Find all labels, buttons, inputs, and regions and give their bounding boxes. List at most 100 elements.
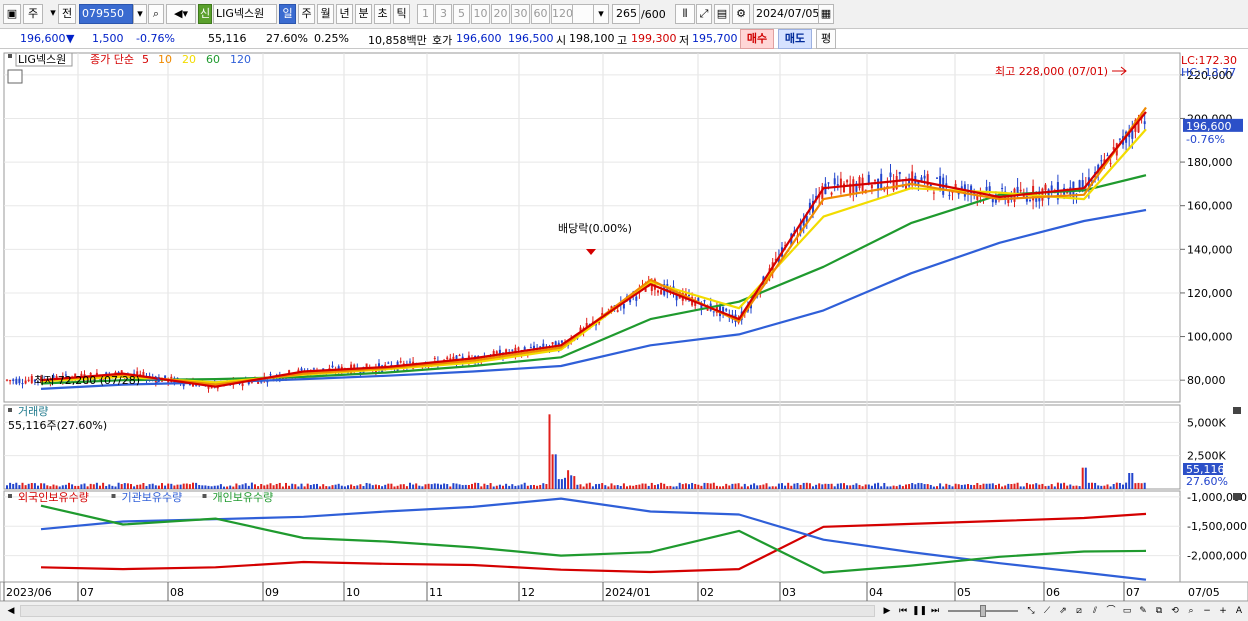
tool-trend-icon[interactable]: ⇗: [1059, 606, 1067, 616]
tool-rect-icon[interactable]: ▭: [1122, 606, 1132, 616]
pause-icon[interactable]: ❚❚: [912, 606, 928, 616]
volume-bar: [461, 485, 464, 489]
volume-bar: [529, 485, 532, 489]
code-dropdown-icon[interactable]: ▾: [133, 4, 147, 24]
volume-bar: [182, 483, 185, 489]
volume-bar: [784, 485, 787, 489]
volume-bar: [898, 484, 901, 489]
zoom-icon[interactable]: ⌕: [1188, 606, 1194, 616]
period-button[interactable]: 월: [317, 4, 334, 24]
volume-bar: [722, 486, 725, 489]
tool-copy-icon[interactable]: ⧉: [1155, 606, 1163, 616]
ma-line-5: [40, 111, 1147, 388]
market-select[interactable]: 주: [23, 4, 43, 24]
count-input[interactable]: 265: [612, 4, 640, 24]
code-input[interactable]: 079550: [79, 4, 133, 24]
zoom-slider-handle[interactable]: [980, 605, 986, 617]
volume-bar: [799, 484, 802, 489]
market-dropdown-icon[interactable]: ▾: [50, 6, 56, 19]
sell-button[interactable]: 매도: [778, 29, 812, 49]
stock-name-field[interactable]: LIG넥스원: [213, 4, 277, 24]
period-button[interactable]: 일: [279, 4, 296, 24]
candle-body: [849, 183, 852, 194]
tool-line-icon[interactable]: ⟋: [1043, 606, 1051, 616]
interval-button[interactable]: 60: [531, 4, 550, 24]
candle-body: [846, 180, 849, 183]
stock-name: LIG넥스원: [216, 7, 265, 20]
volume-bar: [312, 484, 315, 489]
date-input[interactable]: 2024/07/05: [753, 4, 819, 24]
candle-body: [945, 183, 948, 187]
volume-bar: [151, 483, 154, 489]
layout-icon[interactable]: ▣: [3, 4, 21, 24]
zoom-in-icon[interactable]: +: [1219, 606, 1227, 616]
settings-icon[interactable]: ⚙: [732, 4, 750, 24]
candle-type-icon[interactable]: ⫴: [675, 4, 695, 24]
candle-body: [1131, 130, 1134, 139]
period-button[interactable]: 틱: [393, 4, 410, 24]
volume-bar: [1140, 483, 1143, 489]
volume-bar: [303, 486, 306, 489]
volume-bar: [1100, 485, 1103, 489]
name-tag-box: [15, 52, 73, 67]
candle-body: [523, 347, 526, 351]
period-button[interactable]: 분: [355, 4, 372, 24]
speaker-icon[interactable]: ◀▾: [166, 4, 196, 24]
last-page-icon[interactable]: ⏭: [930, 606, 940, 616]
interval-button[interactable]: 1: [417, 4, 434, 24]
zoom-out-icon[interactable]: −: [1203, 606, 1211, 616]
tool-refresh-icon[interactable]: ⟲: [1171, 606, 1179, 616]
candle-body: [529, 347, 532, 349]
scroll-left-icon[interactable]: ◀: [7, 606, 15, 616]
volume-bar: [849, 485, 852, 489]
candle-body: [991, 196, 994, 203]
candle-body: [64, 374, 67, 376]
y-tick-label: 80,000: [1187, 374, 1226, 387]
volume-bar: [1044, 486, 1047, 489]
buy-button[interactable]: 매수: [740, 29, 774, 49]
prev-button[interactable]: 전: [58, 4, 76, 24]
stock-chart[interactable]: 2023/06 07 08 09 10 11 12 2024/01 02 03 04 05 06 07 07…: [0, 49, 1248, 601]
tool-arc-icon[interactable]: ⌒: [1106, 606, 1116, 616]
horizontal-scrollbar[interactable]: [20, 605, 875, 617]
tool-cross-icon[interactable]: ⤡: [1027, 606, 1035, 616]
volume-bar: [170, 483, 173, 489]
volume-bar: [359, 484, 362, 489]
avg-button[interactable]: 평: [816, 29, 836, 49]
ma-period-label: 120: [230, 53, 251, 66]
volume-bar: [836, 483, 839, 489]
candle-body: [703, 300, 706, 302]
volume-bar: [843, 483, 845, 489]
save-icon[interactable]: ▤: [714, 4, 730, 24]
interval-dropdown-icon[interactable]: ▾: [593, 4, 609, 24]
volume-bar: [291, 483, 294, 489]
tool-channel-icon[interactable]: ⫽: [1092, 606, 1097, 616]
interval-button[interactable]: 10: [471, 4, 490, 24]
period-button[interactable]: 초: [374, 4, 391, 24]
volume-bar: [139, 484, 142, 489]
period-button[interactable]: 주: [298, 4, 315, 24]
interval-button[interactable]: 20: [491, 4, 510, 24]
volume-bar: [691, 482, 694, 489]
text-tool-icon[interactable]: A: [1235, 606, 1243, 616]
y-tick-label: 120,000: [1187, 287, 1233, 300]
x-tick-label: 09: [265, 586, 279, 599]
volume-bar: [319, 486, 322, 489]
scroll-right-icon[interactable]: ▶: [883, 606, 891, 616]
interval-button[interactable]: 3: [435, 4, 452, 24]
first-page-icon[interactable]: ⏮: [898, 606, 908, 616]
candle-body: [948, 194, 951, 196]
tool-edit-icon[interactable]: ✎: [1139, 606, 1147, 616]
candle-body: [1100, 160, 1103, 162]
candle-body: [1106, 155, 1109, 157]
search-icon[interactable]: ⌕: [148, 4, 164, 24]
tool-fib-icon[interactable]: ⧄: [1076, 606, 1082, 616]
volume-bar: [1078, 486, 1081, 489]
interval-button[interactable]: 5: [453, 4, 470, 24]
chart-style-icon[interactable]: ⤢: [696, 4, 712, 24]
interval-button[interactable]: 30: [511, 4, 530, 24]
interval-button[interactable]: 120: [551, 4, 573, 24]
period-button[interactable]: 년: [336, 4, 353, 24]
calendar-icon[interactable]: ▦: [818, 4, 834, 24]
volume-bar: [1035, 483, 1038, 489]
